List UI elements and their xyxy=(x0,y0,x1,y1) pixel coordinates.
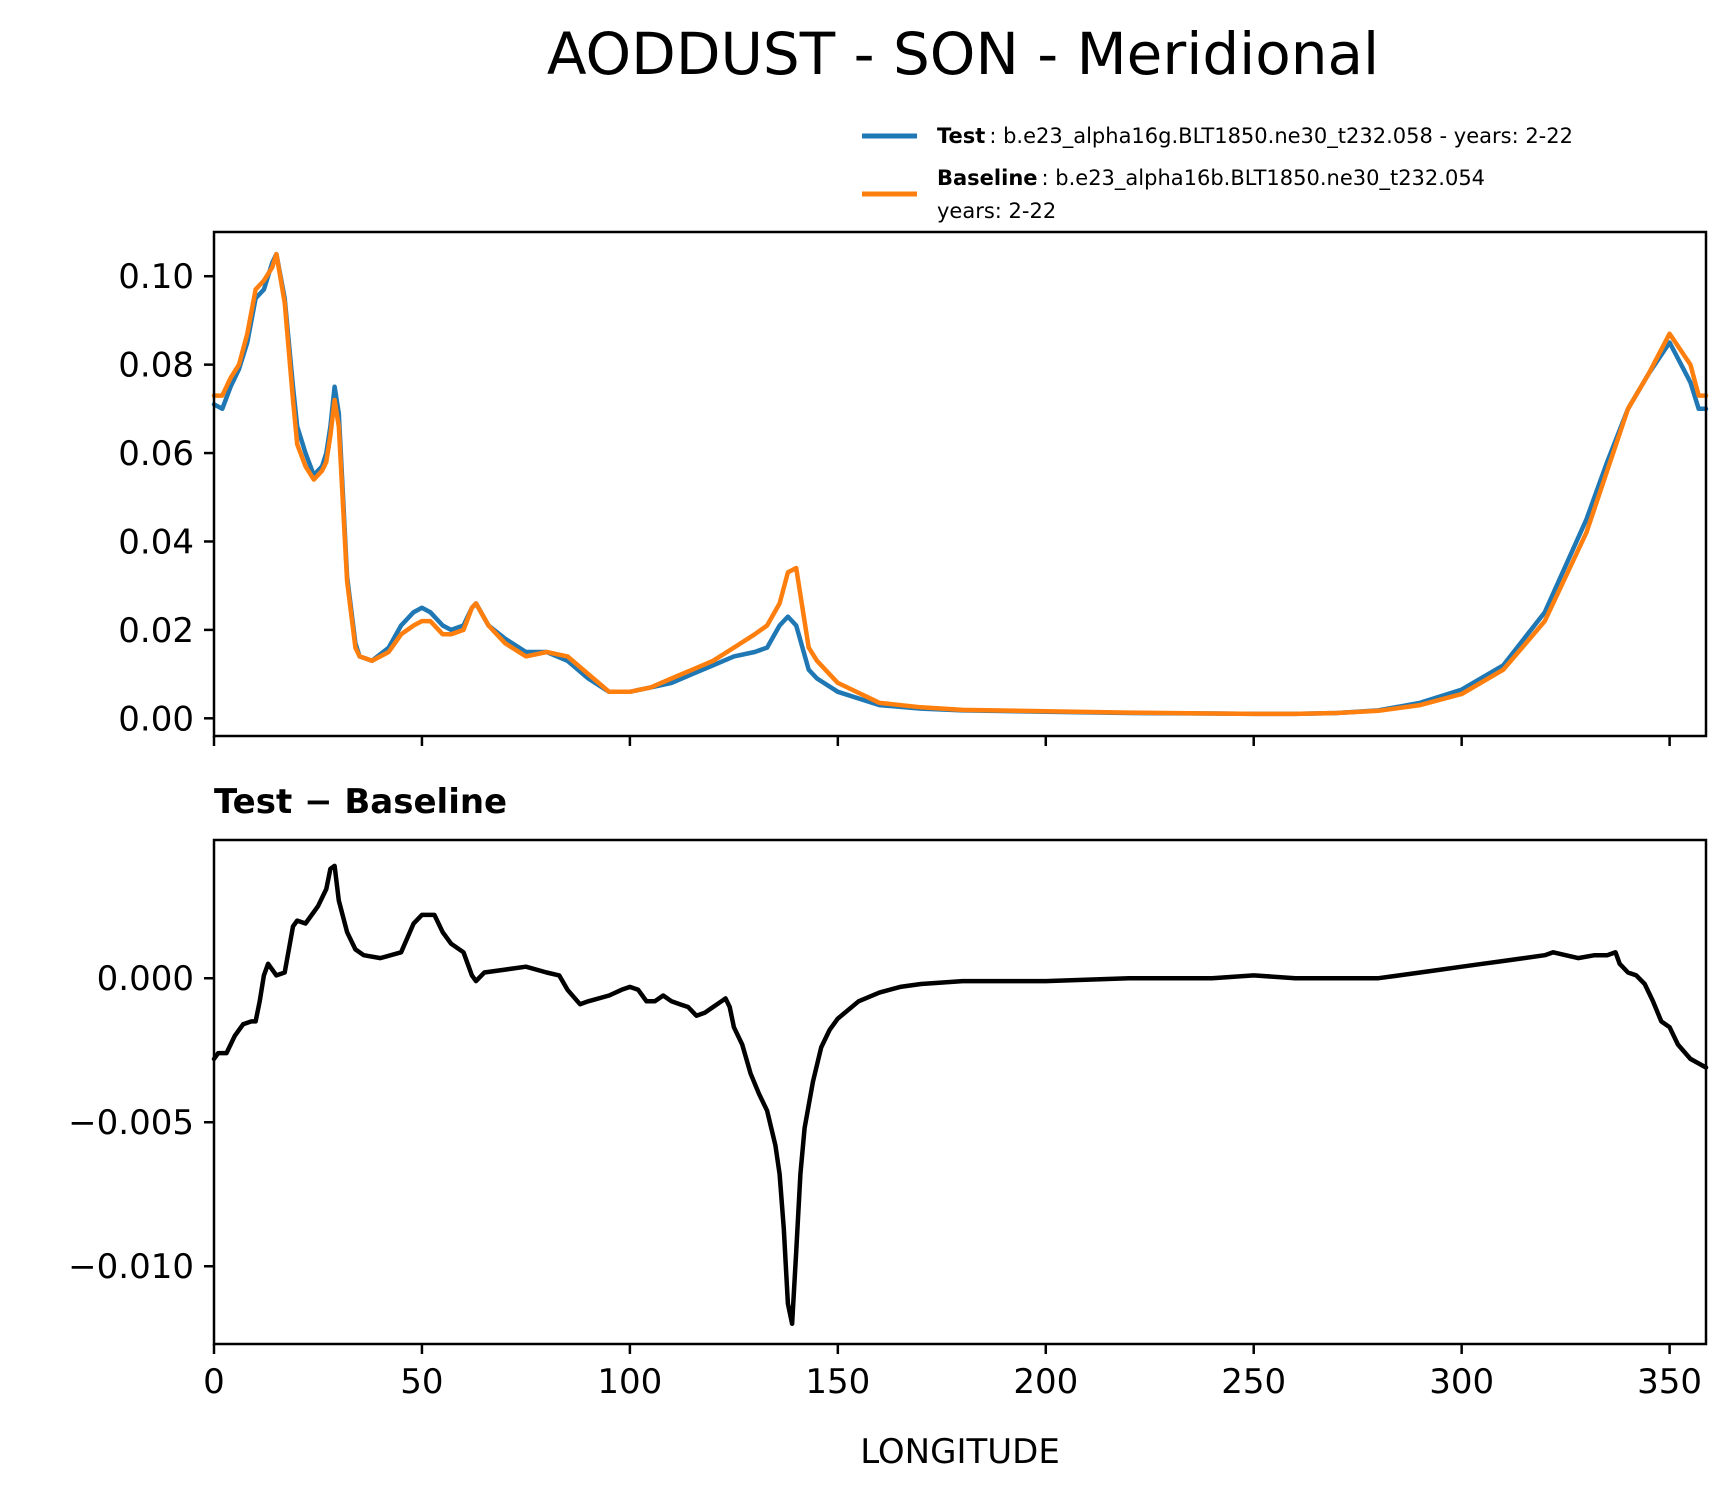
top-y-tick-label: 0.10 xyxy=(118,257,194,297)
difference-panel-title: Test − Baseline xyxy=(214,782,507,822)
top-y-tick-label: 0.08 xyxy=(118,346,194,386)
legend-test-bold: Test xyxy=(937,124,985,148)
legend: Test: b.e23_alpha16g.BLT1850.ne30_t232.0… xyxy=(862,124,1573,223)
bottom-panel: −0.010 −0.005 0.000 0 50 100 150 200 250 300 350 xyxy=(68,838,1709,1402)
bottom-series-line-difference xyxy=(211,863,1709,1327)
top-panel: 0.00 0.02 0.04 0.06 0.08 0.10 xyxy=(118,230,1709,746)
bottom-y-tick-label: −0.005 xyxy=(68,1103,194,1143)
bottom-y-tick-label: −0.010 xyxy=(68,1247,194,1287)
top-x-ticks xyxy=(212,736,1671,746)
x-tick-label: 0 xyxy=(203,1362,225,1402)
x-tick-label: 150 xyxy=(805,1362,870,1402)
bottom-y-ticks: −0.010 −0.005 0.000 xyxy=(68,959,214,1287)
top-plot-frame xyxy=(212,230,1708,738)
bottom-x-ticks: 0 50 100 150 200 250 300 350 xyxy=(203,1344,1702,1402)
legend-baseline-years: years: 2-22 xyxy=(937,199,1056,223)
top-y-tick-label: 0.06 xyxy=(118,434,194,474)
top-y-ticks: 0.00 0.02 0.04 0.06 0.08 0.10 xyxy=(118,257,214,739)
bottom-plot-frame xyxy=(212,838,1708,1346)
x-tick-label: 250 xyxy=(1221,1362,1286,1402)
legend-baseline-text: : b.e23_alpha16b.BLT1850.ne30_t232.054 xyxy=(1042,166,1486,191)
x-axis-label: LONGITUDE xyxy=(860,1432,1060,1472)
x-tick-label: 200 xyxy=(1013,1362,1078,1402)
legend-test-text: : b.e23_alpha16g.BLT1850.ne30_t232.058 -… xyxy=(989,124,1573,149)
x-tick-label: 100 xyxy=(597,1362,662,1402)
top-y-tick-label: 0.02 xyxy=(118,611,194,651)
x-tick-label: 300 xyxy=(1429,1362,1494,1402)
bottom-y-tick-label: 0.000 xyxy=(97,959,194,999)
top-series-group xyxy=(211,251,1709,717)
legend-baseline-bold: Baseline xyxy=(937,166,1038,190)
legend-entry-baseline: Baseline: b.e23_alpha16b.BLT1850.ne30_t2… xyxy=(937,166,1485,191)
legend-entry-test: Test: b.e23_alpha16g.BLT1850.ne30_t232.0… xyxy=(937,124,1573,149)
chart-title: AODDUST - SON - Meridional xyxy=(547,20,1379,88)
bottom-series-group xyxy=(211,863,1709,1327)
x-tick-label: 50 xyxy=(400,1362,443,1402)
top-y-tick-label: 0.00 xyxy=(118,699,194,739)
x-tick-label: 350 xyxy=(1637,1362,1702,1402)
top-y-tick-label: 0.04 xyxy=(118,522,194,562)
top-series-line-baseline xyxy=(211,251,1709,717)
